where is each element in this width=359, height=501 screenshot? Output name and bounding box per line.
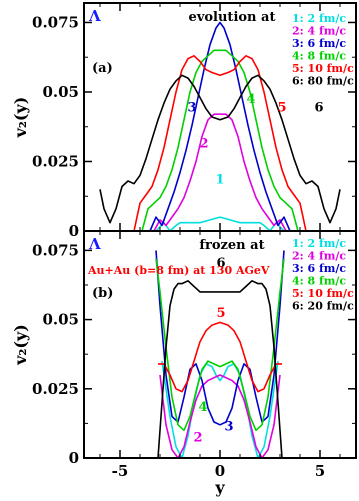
x-axis-title: y bbox=[214, 478, 225, 497]
curves bbox=[155, 250, 285, 458]
series-line-3 bbox=[155, 250, 285, 426]
series-line-6 bbox=[157, 280, 283, 458]
series-line-4 bbox=[155, 258, 285, 432]
series-line-2 bbox=[153, 113, 287, 231]
curve-label-2: 2 bbox=[199, 137, 208, 152]
legend-entry-5: 5: 10 fm/c bbox=[292, 62, 354, 75]
y-tick-label: 0.05 bbox=[42, 311, 79, 329]
panel-title: evolution at bbox=[189, 10, 276, 25]
legend-entry-3: 3: 6 fm/c bbox=[292, 262, 346, 275]
panel-b: 2 3 4 5 6 0 0.025 0.05 0.075 -5 0 5 Λ (b) frozen at Au+… bbox=[11, 230, 357, 497]
curve-label-3: 3 bbox=[224, 419, 233, 434]
panel-title: frozen at bbox=[199, 238, 264, 253]
legend-entry-1: 1: 2 fm/c bbox=[292, 237, 346, 250]
series-line-2 bbox=[159, 374, 281, 458]
series-line-5 bbox=[158, 321, 282, 393]
legend-entry-4: 4: 8 fm/c bbox=[292, 275, 346, 288]
legend-entry-1: 1: 2 fm/c bbox=[292, 12, 346, 25]
series-line-4 bbox=[141, 49, 299, 231]
panel-subtitle: Au+Au (b=8 fm) at 130 AGeV bbox=[87, 264, 270, 277]
y-tick-label: 0 bbox=[69, 222, 79, 240]
curve-label-5: 5 bbox=[277, 100, 286, 115]
legend-entry-4: 4: 8 fm/c bbox=[292, 50, 346, 63]
legend-entry-2: 2: 4 fm/c bbox=[292, 25, 346, 38]
series-line-1 bbox=[155, 216, 285, 231]
curve-label-2: 2 bbox=[193, 430, 202, 445]
y-axis-title: v₂(y) bbox=[11, 324, 30, 366]
legend-entry-5: 5: 10 fm/c bbox=[292, 287, 354, 300]
curve-label-1: 1 bbox=[215, 173, 224, 188]
y-axis-title: v₂(y) bbox=[11, 97, 30, 139]
curves bbox=[99, 21, 341, 231]
panel-label: (a) bbox=[92, 61, 113, 76]
y-tick-label: 0 bbox=[69, 449, 79, 467]
curve-label-3: 3 bbox=[187, 100, 196, 115]
particle-symbol: Λ bbox=[88, 235, 101, 253]
curve-label-5: 5 bbox=[216, 306, 225, 321]
series-line-3 bbox=[149, 21, 291, 231]
x-tick-label: 5 bbox=[315, 462, 325, 480]
curve-label-4: 4 bbox=[198, 400, 207, 415]
x-tick-label: 0 bbox=[215, 462, 225, 480]
particle-symbol: Λ bbox=[88, 7, 101, 25]
panel-a: 1 2 3 4 5 6 0 0.025 0.05 0.075 Λ (a) evolution at 1: … bbox=[11, 2, 357, 240]
y-tick-label: 0.075 bbox=[32, 13, 79, 31]
y-tick-label: 0.025 bbox=[32, 380, 79, 398]
curve-label-6: 6 bbox=[216, 256, 225, 271]
series-line-6 bbox=[99, 74, 341, 224]
legend-entry-6: 6: 80 fm/c bbox=[292, 75, 354, 88]
y-tick-label: 0.05 bbox=[42, 83, 79, 101]
y-tick-label: 0.025 bbox=[32, 152, 79, 170]
y-tick-label: 0.075 bbox=[32, 241, 79, 259]
curve-label-6: 6 bbox=[314, 100, 323, 115]
x-tick-label: -5 bbox=[112, 462, 129, 480]
legend-entry-6: 6: 20 fm/c bbox=[292, 300, 354, 313]
legend-entry-3: 3: 6 fm/c bbox=[292, 37, 346, 50]
series-line-5 bbox=[133, 55, 307, 231]
curve-label-4: 4 bbox=[246, 92, 255, 107]
panel-label: (b) bbox=[92, 286, 113, 301]
legend-entry-2: 2: 4 fm/c bbox=[292, 250, 346, 263]
